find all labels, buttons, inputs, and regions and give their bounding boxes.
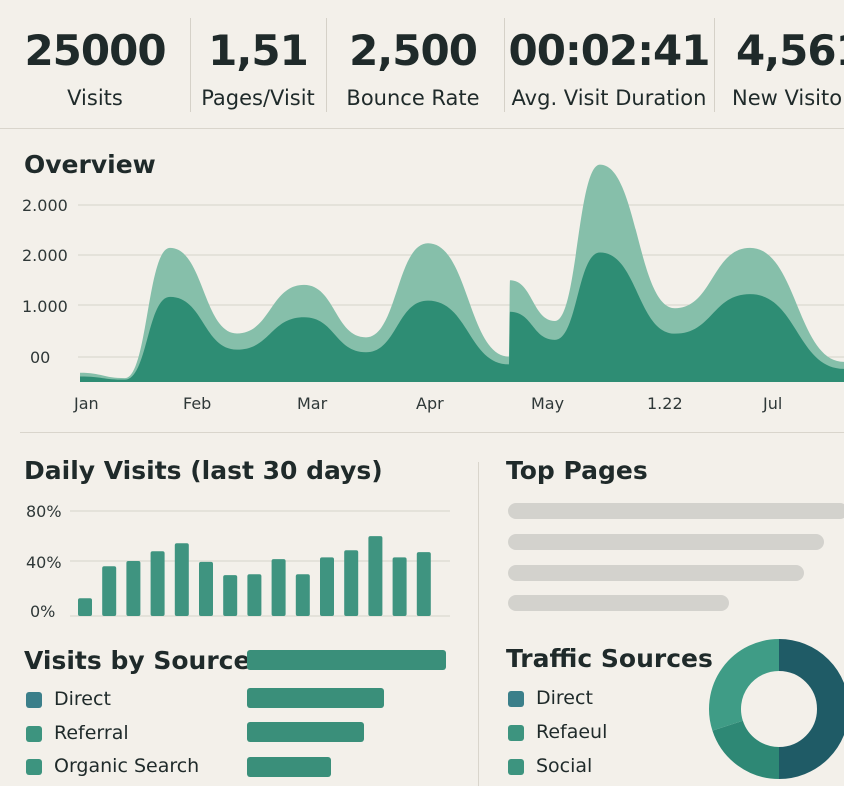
visits-by-source-title: Visits by Source — [24, 646, 251, 675]
donut-slice-social — [709, 639, 780, 731]
source-bar — [247, 722, 364, 742]
overview-x-tick: Mar — [297, 394, 328, 413]
legend-label: Social — [536, 755, 593, 777]
stat-visits: 25000 Visits — [0, 18, 190, 114]
top-page-bar[interactable] — [508, 503, 844, 519]
stat-divider — [190, 18, 191, 112]
legend-label: Direct — [54, 688, 111, 710]
daily-visits-title: Daily Visits (last 30 days) — [24, 456, 383, 485]
daily-bar — [368, 536, 383, 616]
stat-divider — [714, 18, 715, 112]
legend-swatch — [26, 726, 42, 742]
overview-y-tick: 2.000 — [22, 246, 68, 265]
stat-pages-visit: 1,51 Pages/Visit — [190, 18, 326, 114]
stat-divider — [326, 18, 327, 112]
stat-label: Visits — [67, 86, 123, 110]
overview-chart — [78, 164, 844, 382]
stat-label: Pages/Visit — [201, 86, 315, 110]
stat-value: 4,561 — [736, 26, 844, 75]
stat-value: 00:02:41 — [508, 26, 711, 75]
overview-x-tick: Jul — [763, 394, 783, 413]
top-page-bar[interactable] — [508, 565, 804, 581]
stat-label: Avg. Visit Duration — [511, 86, 707, 110]
daily-bar — [416, 552, 431, 616]
overview-x-tick: Feb — [183, 394, 212, 413]
overview-y-tick: 1.000 — [22, 297, 68, 316]
top-page-bar[interactable] — [508, 595, 729, 611]
legend-swatch — [508, 759, 524, 775]
daily-bar — [223, 575, 238, 616]
daily-bar — [247, 574, 262, 616]
overview-x-tick: Apr — [416, 394, 444, 413]
column-divider — [478, 462, 479, 786]
daily-bar — [199, 561, 213, 616]
legend-swatch — [508, 691, 524, 707]
overview-x-tick: 1.22 — [647, 394, 683, 413]
source-bar — [247, 650, 446, 670]
legend-label: Organic Search — [54, 755, 200, 777]
legend-label: Refaeul — [536, 721, 608, 743]
legend-swatch — [26, 759, 42, 775]
stat-label: Bounce Rate — [346, 86, 480, 110]
daily-bar — [78, 598, 92, 616]
daily-bar — [344, 550, 359, 616]
daily-y-tick: 80% — [26, 502, 62, 521]
area-series-lower — [80, 252, 844, 382]
stat-value: 2,500 — [349, 26, 478, 75]
overview-x-tick: May — [531, 394, 565, 413]
daily-y-tick: 0% — [30, 602, 56, 621]
top-page-bar[interactable] — [508, 534, 824, 550]
daily-bar — [295, 574, 310, 616]
legend-label: Direct — [536, 687, 593, 709]
stats-bar: 25000 Visits 1,51 Pages/Visit 2,500 Boun… — [0, 0, 844, 128]
stat-avg-visit-duration: 00:02:41 Avg. Visit Duration — [504, 18, 714, 114]
stat-divider — [504, 18, 505, 112]
stat-label: New Visitors — [732, 86, 844, 110]
traffic-sources-title: Traffic Sources — [506, 644, 713, 673]
donut-slice-direct — [778, 639, 844, 779]
daily-bar — [174, 543, 189, 616]
legend-label: Referral — [54, 722, 129, 744]
overview-x-tick: Jan — [74, 394, 99, 413]
top-pages-title: Top Pages — [506, 456, 648, 485]
daily-bar — [320, 557, 334, 616]
divider — [0, 128, 844, 129]
stat-bounce-rate: 2,500 Bounce Rate — [326, 18, 500, 114]
overview-y-tick: 00 — [30, 348, 51, 367]
overview-title: Overview — [24, 150, 156, 179]
stat-value: 1,51 — [208, 26, 309, 75]
daily-bar — [126, 560, 141, 616]
daily-bar — [271, 559, 286, 616]
stat-value: 25000 — [24, 26, 166, 75]
divider — [20, 432, 844, 433]
daily-bar — [102, 566, 117, 616]
daily-y-tick: 40% — [26, 553, 62, 572]
daily-bar — [392, 557, 407, 616]
legend-swatch — [26, 692, 42, 708]
legend-swatch — [508, 725, 524, 741]
source-bar — [247, 688, 384, 708]
daily-bar — [150, 551, 165, 616]
donut-slice-referral — [712, 720, 780, 779]
stat-new-visitors: 4,561 New Visitors — [722, 18, 844, 114]
overview-y-tick: 2.000 — [22, 196, 68, 215]
source-bar — [247, 757, 331, 777]
